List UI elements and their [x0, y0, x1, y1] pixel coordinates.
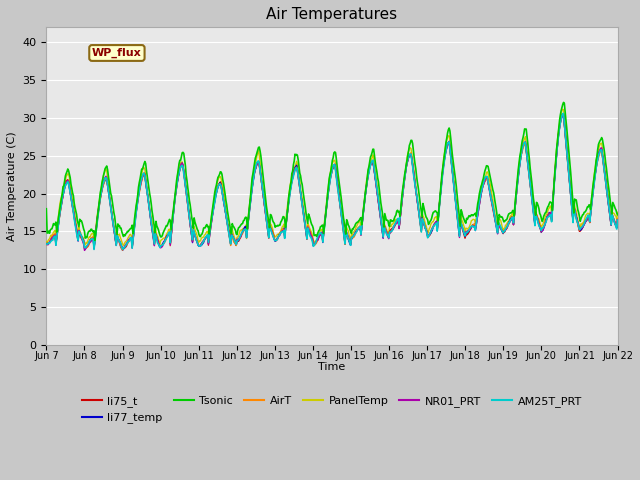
Text: WP_flux: WP_flux — [92, 48, 142, 58]
Legend: li75_t, li77_temp, Tsonic, AirT, PanelTemp, NR01_PRT, AM25T_PRT: li75_t, li77_temp, Tsonic, AirT, PanelTe… — [77, 392, 587, 428]
X-axis label: Time: Time — [318, 362, 346, 372]
Y-axis label: Air Temperature (C): Air Temperature (C) — [7, 131, 17, 241]
Title: Air Temperatures: Air Temperatures — [266, 7, 397, 22]
